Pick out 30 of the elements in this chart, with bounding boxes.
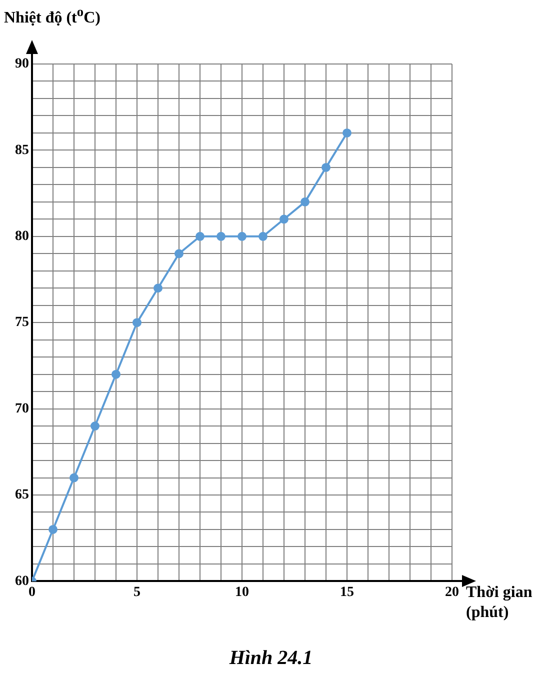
y-tick-label: 80 bbox=[15, 229, 29, 244]
y-tick-label: 85 bbox=[15, 142, 29, 158]
y-tick-label: 60 bbox=[15, 574, 29, 589]
point bbox=[90, 422, 100, 431]
point bbox=[174, 249, 184, 258]
point bbox=[154, 284, 162, 293]
y-tick-label: 70 bbox=[15, 401, 29, 416]
y-tick-label: 90 bbox=[15, 56, 29, 72]
y-tick-label: 75 bbox=[15, 315, 29, 330]
x-tick-label: 5 bbox=[134, 585, 140, 600]
point bbox=[70, 473, 78, 482]
y-tick-label: 65 bbox=[15, 488, 29, 503]
y-axis-title: Nhiệt độ (t$^{o}$C) bbox=[4, 3, 102, 28]
text: Hình 24.1 bbox=[228, 647, 314, 669]
x-tick-label: 0 bbox=[28, 585, 36, 600]
x-tick-label: 20 bbox=[445, 585, 459, 600]
point bbox=[322, 162, 330, 172]
point bbox=[238, 232, 246, 241]
point bbox=[48, 524, 58, 534]
point bbox=[342, 128, 352, 138]
point bbox=[216, 232, 226, 241]
point bbox=[132, 318, 142, 328]
point bbox=[300, 197, 310, 206]
point bbox=[112, 370, 120, 379]
x-axis-title: Thời gian (phút) bbox=[466, 583, 534, 624]
x-tick-label: 10 bbox=[235, 585, 249, 600]
point bbox=[258, 232, 268, 241]
x-tick-label: 15 bbox=[340, 585, 354, 600]
point bbox=[280, 214, 288, 224]
point bbox=[196, 232, 204, 241]
